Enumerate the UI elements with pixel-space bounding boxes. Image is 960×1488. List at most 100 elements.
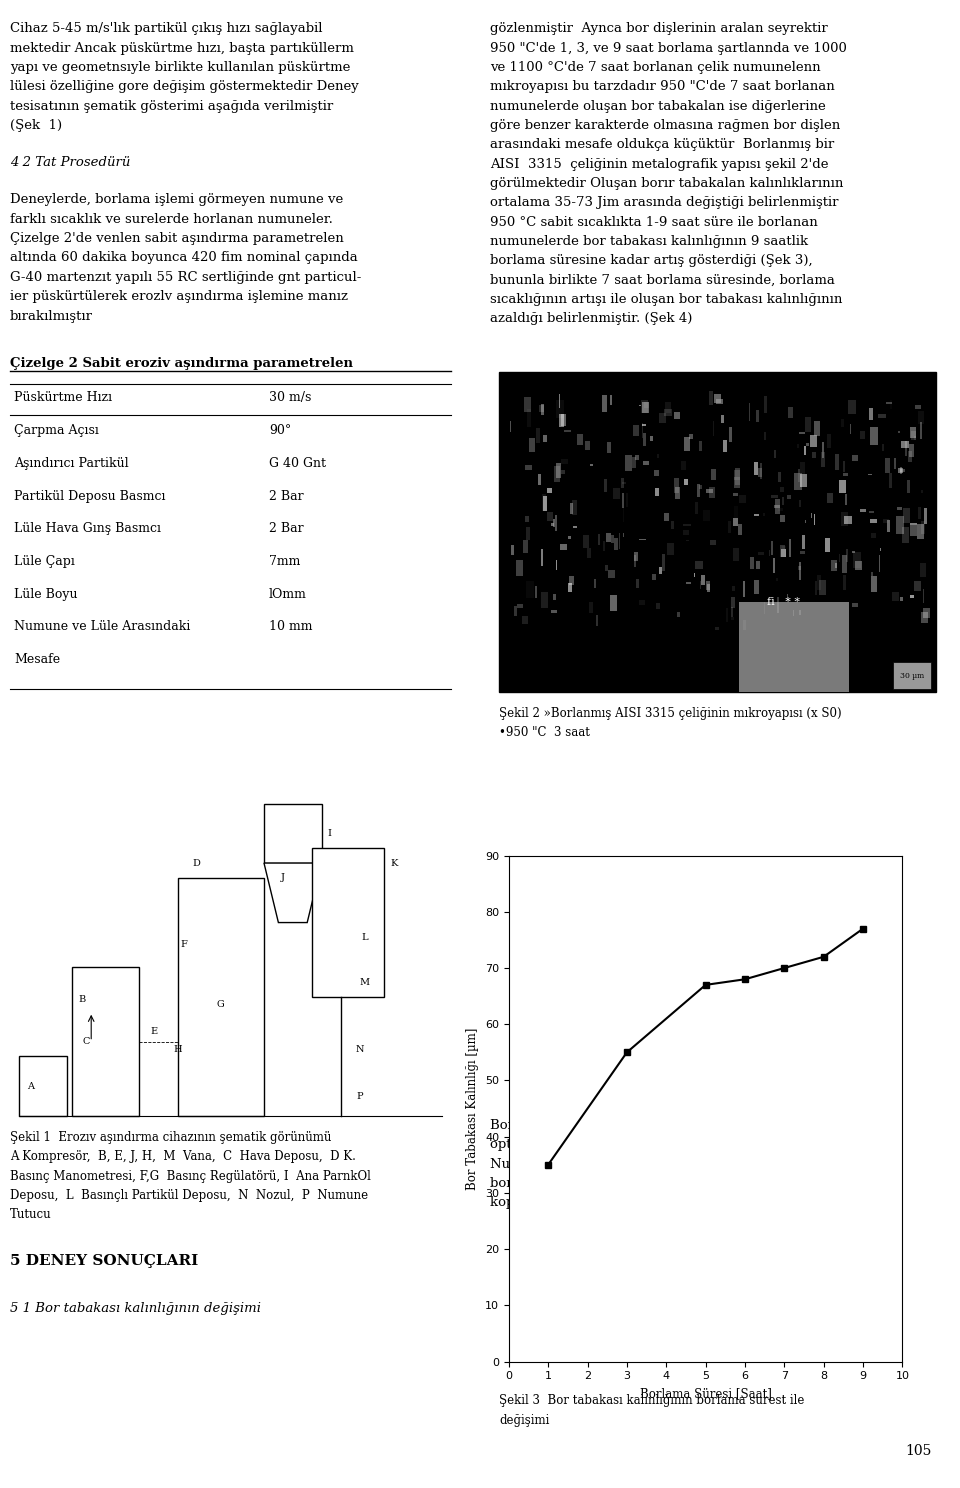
Bar — [542, 494, 546, 512]
Bar — [842, 555, 847, 573]
Text: AISI  3315  çeliğinin metalografik yapısı şekil 2'de: AISI 3315 çeliğinin metalografik yapısı … — [490, 158, 828, 171]
Bar — [656, 603, 660, 609]
Bar — [584, 534, 589, 548]
Text: 105: 105 — [905, 1445, 931, 1458]
Bar — [605, 565, 608, 571]
Bar — [800, 562, 802, 580]
Bar — [804, 521, 806, 524]
Bar — [739, 603, 849, 692]
Bar — [554, 466, 561, 482]
Text: görülmektedir Oluşan borır tabakalan kalınlıklarının: görülmektedir Oluşan borır tabakalan kal… — [490, 177, 843, 190]
Text: 5 DENEY SONUÇLARI: 5 DENEY SONUÇLARI — [10, 1254, 198, 1268]
Bar — [733, 470, 739, 479]
Text: 30 µm: 30 µm — [900, 671, 924, 680]
Bar — [781, 546, 786, 555]
Bar — [835, 454, 839, 470]
Bar — [879, 548, 881, 552]
Bar — [711, 469, 716, 481]
Text: B: B — [78, 995, 85, 1004]
Bar — [798, 469, 801, 482]
Text: E: E — [150, 1027, 157, 1036]
Bar — [771, 540, 773, 555]
Bar — [635, 555, 636, 567]
Text: optik metal mikroskobu yardımıyla yapılmıştır: optik metal mikroskobu yardımıyla yapılm… — [490, 1138, 800, 1152]
Bar — [758, 467, 762, 476]
Bar — [844, 516, 852, 524]
Bar — [870, 510, 874, 513]
Bar — [570, 503, 572, 513]
Bar — [589, 603, 592, 613]
Bar — [610, 595, 616, 612]
Bar — [902, 527, 909, 543]
Text: ier püskürtülerek erozlv aşındırma işlemine manız: ier püskürtülerek erozlv aşındırma işlem… — [10, 290, 348, 304]
Bar — [553, 519, 555, 527]
Bar — [522, 540, 528, 554]
Text: Numuınelenn yüzey satıhlanna paralel olarak uzanan: Numuınelenn yüzey satıhlanna paralel ola… — [490, 1158, 848, 1171]
Bar — [800, 552, 805, 554]
Bar — [698, 484, 700, 497]
Bar — [849, 400, 855, 414]
Bar — [610, 396, 612, 405]
Bar — [623, 507, 624, 522]
Bar — [178, 878, 264, 1116]
Bar — [764, 396, 767, 414]
Bar — [608, 570, 614, 579]
Bar — [642, 402, 650, 414]
Text: C: C — [83, 1037, 90, 1046]
Text: I: I — [327, 829, 331, 838]
Bar — [731, 607, 733, 618]
Bar — [897, 516, 904, 534]
Bar — [535, 586, 537, 598]
Text: F: F — [180, 940, 188, 949]
Bar — [626, 493, 628, 507]
Bar — [686, 582, 691, 585]
Text: Şekil 2 »Borlanmış AISI 3315 çeliğinin mıkroyapısı (x S0): Şekil 2 »Borlanmış AISI 3315 çeliğinin m… — [499, 707, 842, 720]
Bar — [524, 397, 531, 412]
Bar — [699, 485, 702, 490]
Text: 4 2 Tat Prosedürü: 4 2 Tat Prosedürü — [10, 156, 130, 170]
Bar — [734, 478, 740, 488]
Bar — [550, 522, 554, 527]
Bar — [831, 559, 837, 571]
Bar — [788, 408, 793, 418]
Bar — [776, 577, 779, 580]
Bar — [750, 403, 751, 421]
Text: Lüle Boyu: Lüle Boyu — [14, 588, 78, 601]
Bar — [658, 454, 659, 458]
Bar — [755, 461, 758, 475]
Bar — [922, 521, 924, 534]
Bar — [799, 500, 802, 507]
Text: bor tabakalarının, dış dermfigi yüksek ve yer yer: bor tabakalarının, dış dermfigi yüksek v… — [490, 1177, 818, 1190]
Text: numunelerde oluşan bor tabakalan ise diğerlerine: numunelerde oluşan bor tabakalan ise diğ… — [490, 100, 826, 113]
Bar — [595, 615, 598, 626]
Bar — [900, 469, 904, 472]
Bar — [890, 400, 892, 409]
Bar — [903, 507, 910, 522]
Bar — [553, 594, 556, 600]
Text: yapı ve geometnsıyle birlikte kullanılan püskürtme: yapı ve geometnsıyle birlikte kullanılan… — [10, 61, 350, 74]
Text: P: P — [357, 1092, 363, 1101]
Bar — [815, 582, 817, 595]
Bar — [516, 561, 522, 576]
Bar — [604, 479, 608, 493]
Bar — [633, 424, 638, 436]
Bar — [556, 400, 564, 418]
Bar — [774, 558, 776, 573]
Bar — [909, 443, 914, 457]
Bar — [814, 515, 815, 525]
Bar — [921, 562, 925, 576]
Text: altında 60 dakika boyunca 420 fim nominal çapında: altında 60 dakika boyunca 420 fim nomina… — [10, 251, 357, 265]
Bar — [573, 525, 578, 528]
Text: Partikül Deposu Basmcı: Partikül Deposu Basmcı — [14, 490, 166, 503]
Bar — [841, 512, 848, 527]
Bar — [841, 420, 845, 427]
Bar — [892, 592, 900, 601]
Bar — [312, 848, 384, 997]
Bar — [726, 609, 728, 622]
Bar — [910, 427, 916, 437]
Bar — [911, 432, 917, 439]
Bar — [564, 430, 571, 432]
Text: göre benzer karakterde olmasına rağmen bor dişlen: göre benzer karakterde olmasına rağmen b… — [490, 119, 840, 132]
Text: Numune ve Lüle Arasındaki: Numune ve Lüle Arasındaki — [14, 620, 191, 634]
Bar — [798, 565, 801, 570]
